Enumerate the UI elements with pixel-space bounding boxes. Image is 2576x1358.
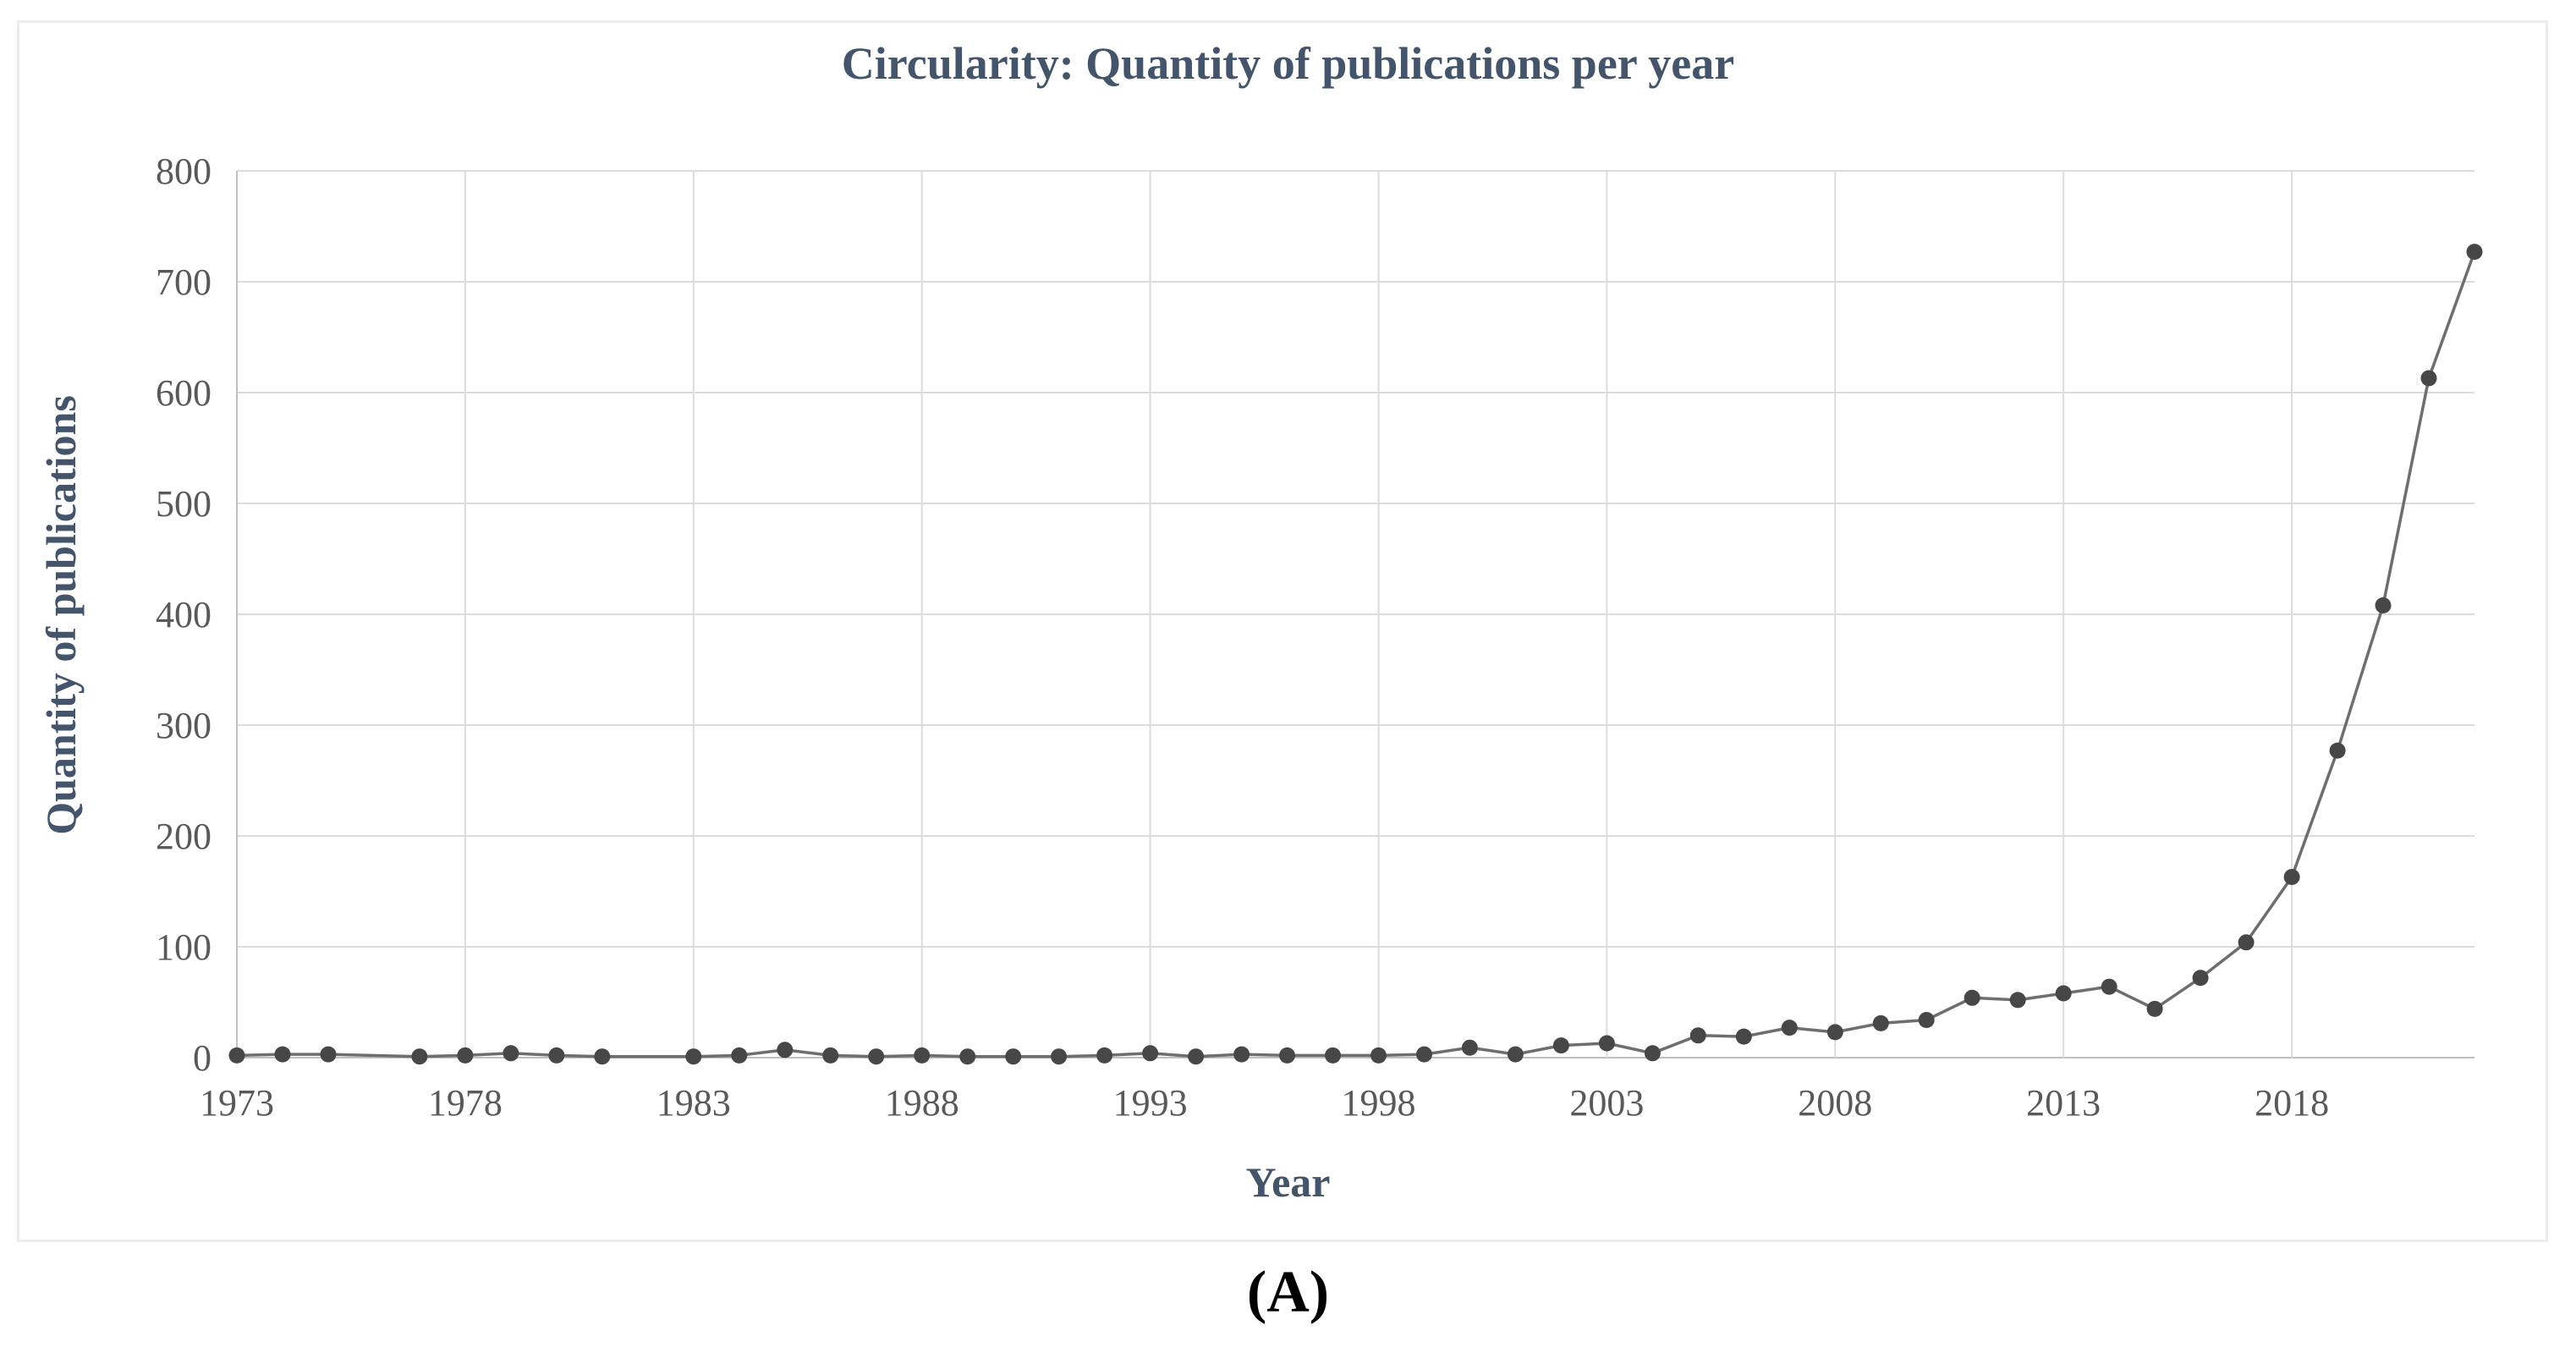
y-tick-label: 0 (193, 1037, 211, 1079)
x-tick-label: 1978 (428, 1082, 503, 1124)
x-tick-label: 1993 (1113, 1082, 1188, 1124)
data-point (2466, 244, 2483, 261)
data-point (1644, 1045, 1661, 1062)
data-point (548, 1047, 565, 1064)
data-point (1416, 1046, 1432, 1063)
y-tick-label: 100 (156, 926, 211, 968)
x-axis-title: Year (1245, 1158, 1331, 1206)
data-point (685, 1048, 702, 1065)
x-tick-label: 1983 (656, 1082, 731, 1124)
data-point (1872, 1014, 1889, 1031)
data-point (868, 1048, 885, 1065)
data-point (914, 1047, 931, 1064)
data-point (1735, 1028, 1752, 1045)
data-point (1552, 1037, 1569, 1054)
y-tick-label: 700 (156, 261, 211, 303)
data-point (1005, 1048, 1022, 1065)
data-point (1781, 1020, 1798, 1036)
data-point (1188, 1048, 1205, 1065)
y-tick-label: 800 (156, 151, 211, 192)
x-tick-label: 1998 (1341, 1082, 1415, 1124)
y-axis-title: Quantity of publications (37, 395, 85, 835)
data-point (1142, 1045, 1159, 1062)
data-point (594, 1048, 611, 1065)
x-tick-label: 2013 (2026, 1082, 2101, 1124)
data-point (1507, 1046, 1524, 1063)
x-tick-label: 1988 (885, 1082, 959, 1124)
data-point (777, 1042, 794, 1058)
data-point (2375, 597, 2392, 613)
data-point (1826, 1024, 1843, 1041)
data-point (1918, 1012, 1935, 1028)
data-point (2101, 978, 2117, 995)
data-point (2420, 370, 2437, 387)
data-point (274, 1046, 291, 1063)
data-point (1279, 1047, 1295, 1064)
data-point (1689, 1027, 1706, 1044)
chart-title: Circularity: Quantity of publications pe… (841, 38, 1735, 89)
data-point (2329, 742, 2346, 759)
y-tick-label: 400 (156, 594, 211, 635)
data-point (2146, 1000, 2163, 1017)
data-point (1325, 1047, 1341, 1064)
data-point (2238, 934, 2255, 951)
data-point (411, 1048, 428, 1065)
y-tick-label: 200 (156, 816, 211, 857)
chart-frame (17, 20, 2548, 1242)
data-point (2192, 970, 2209, 987)
data-point (2009, 992, 2026, 1009)
x-tick-label: 2018 (2255, 1082, 2329, 1124)
data-point (1964, 989, 1980, 1006)
series-line (236, 251, 2476, 1058)
data-point (2283, 869, 2300, 885)
data-point (228, 1047, 245, 1064)
data-point (1598, 1035, 1615, 1052)
y-tick-label: 500 (156, 483, 211, 525)
data-point (1233, 1046, 1250, 1063)
data-point (457, 1047, 474, 1064)
data-point (1461, 1039, 1478, 1056)
data-point (503, 1045, 519, 1062)
data-point (1096, 1047, 1113, 1064)
x-tick-label: 2008 (1798, 1082, 1872, 1124)
data-point (1051, 1048, 1068, 1065)
y-tick-label: 300 (156, 705, 211, 746)
data-point (822, 1047, 839, 1064)
data-point (2055, 985, 2072, 1002)
y-tick-label: 600 (156, 372, 211, 414)
data-point (320, 1046, 337, 1063)
x-tick-label: 1973 (200, 1082, 274, 1124)
figure-caption: (A) (1246, 1260, 1330, 1325)
data-point (731, 1047, 748, 1064)
data-point (959, 1048, 976, 1065)
data-point (1370, 1047, 1387, 1064)
x-tick-label: 2003 (1569, 1082, 1644, 1124)
